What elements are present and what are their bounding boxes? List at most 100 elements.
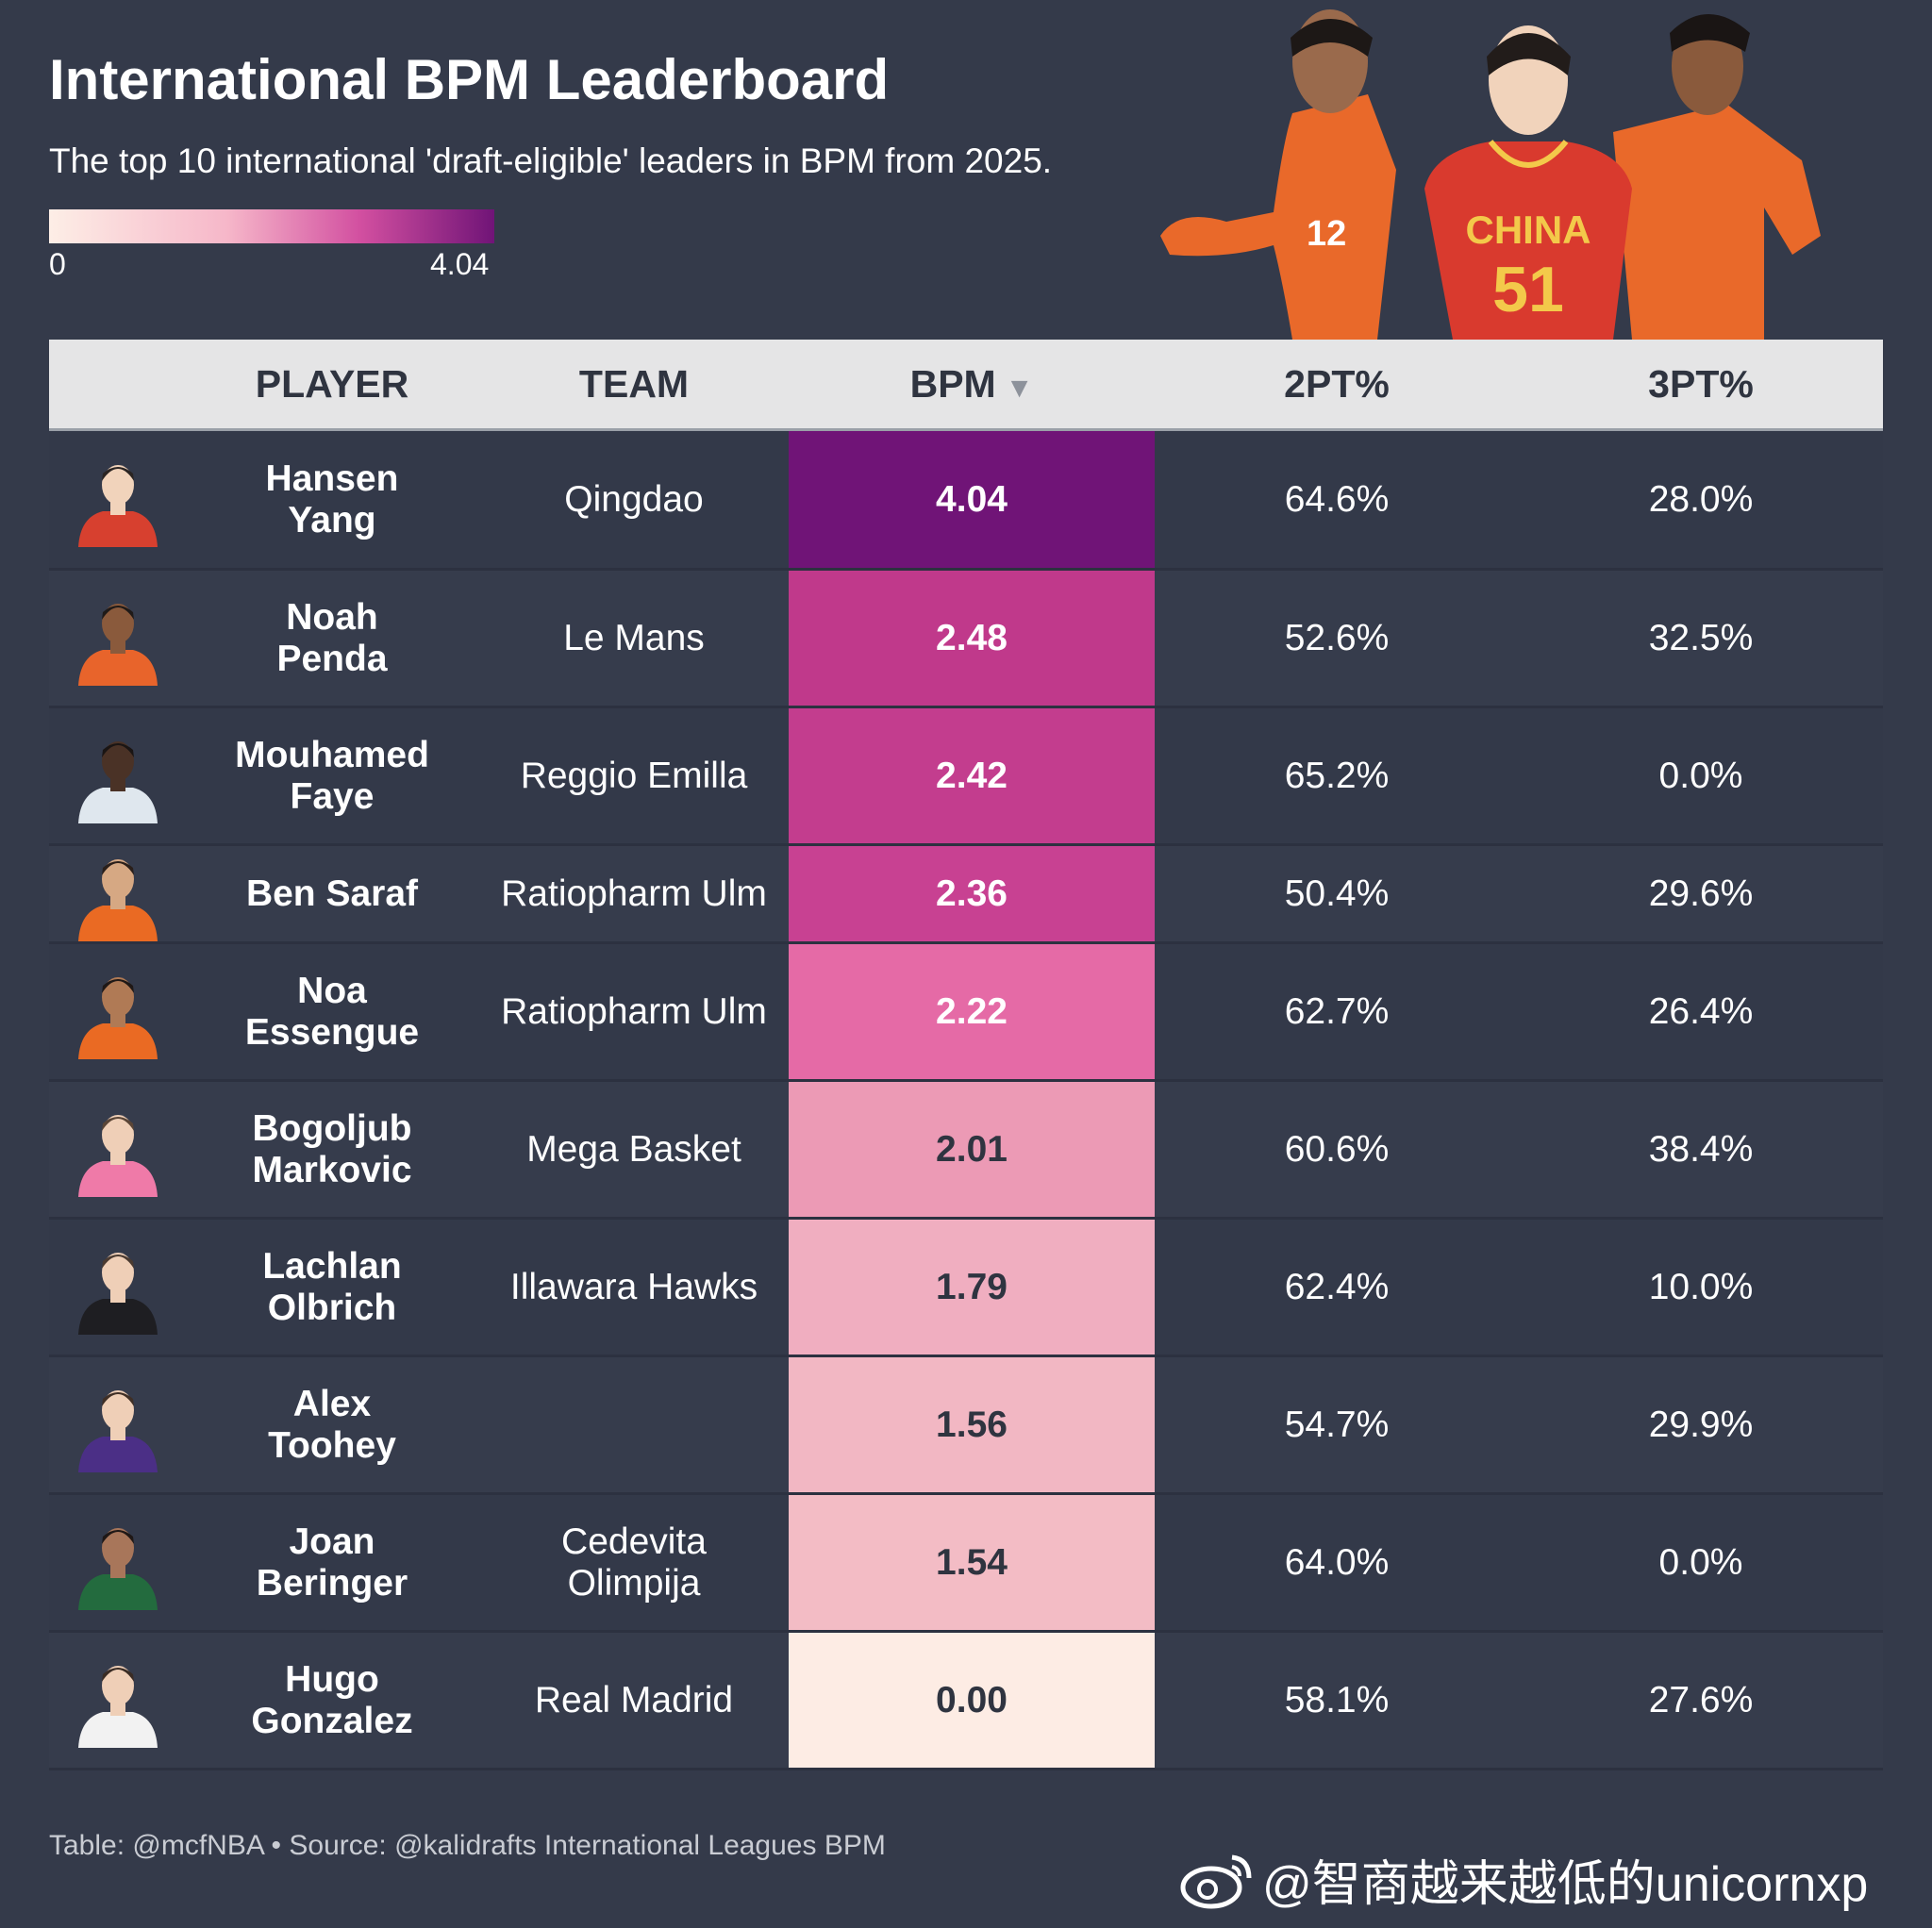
player-photo-right — [1613, 14, 1821, 340]
team-name: Illawara Hawks — [478, 1220, 790, 1355]
legend-max-label: 4.04 — [430, 247, 490, 281]
team-name-line: Illawara Hawks — [509, 1266, 758, 1307]
three-point-pct: 29.9% — [1648, 1404, 1754, 1445]
team-name-line: Cedevita — [561, 1521, 707, 1562]
two-point-pct: 58.1% — [1284, 1679, 1390, 1720]
bpm-value: 1.54 — [789, 1495, 1155, 1630]
player-name-line: Yang — [288, 499, 376, 540]
team-name — [478, 1357, 790, 1492]
team-name: Cedevita Olimpija — [478, 1495, 790, 1630]
team-name: Reggio Emilla — [478, 708, 790, 843]
page-title: International BPM Leaderboard — [49, 48, 890, 111]
three-point-pct: 32.5% — [1648, 617, 1754, 658]
player-photo-center: CHINA 51 — [1424, 25, 1632, 340]
player-avatar-cell — [49, 1220, 186, 1355]
column-header-2pt[interactable]: 2PT% — [1284, 362, 1390, 406]
legend-min-label: 0 — [49, 247, 66, 281]
team-name-line: Ratiopharm Ulm — [501, 873, 767, 914]
table-row[interactable]: Alex Toohey 1.56 54.7% 29.9% — [49, 1357, 1883, 1495]
bpm-value: 4.04 — [789, 431, 1155, 568]
watermark: @智商越来越低的unicornxp — [1179, 1844, 1868, 1915]
player-name-line: Markovic — [252, 1149, 412, 1190]
player-avatar — [77, 858, 158, 941]
column-header-player[interactable]: PLAYER — [255, 362, 409, 406]
player-avatar-cell — [49, 571, 186, 706]
player-name-line: Olbrich — [267, 1287, 397, 1328]
team-name-line: Mega Basket — [526, 1128, 741, 1170]
player-avatar-cell — [49, 1357, 186, 1492]
team-name-line: Qingdao — [564, 478, 704, 520]
watermark-text: @智商越来越低的unicornxp — [1262, 1857, 1869, 1912]
column-header-team[interactable]: TEAM — [578, 362, 690, 406]
player-avatar-cell — [49, 708, 186, 843]
table-row[interactable]: Bogoljub Markovic Mega Basket 2.01 60.6% 38.4… — [49, 1082, 1883, 1220]
two-point-pct: 65.2% — [1284, 755, 1390, 796]
player-avatar — [77, 464, 158, 547]
bpm-value: 2.22 — [789, 944, 1155, 1079]
two-point-pct: 50.4% — [1284, 873, 1390, 914]
table-row[interactable]: Hansen Yang Qingdao 4.04 64.6% 28.0% — [49, 431, 1883, 571]
three-point-pct: 27.6% — [1648, 1679, 1754, 1720]
team-name: Qingdao — [478, 431, 790, 568]
team-name: Le Mans — [478, 571, 790, 706]
two-point-pct: 64.6% — [1284, 478, 1390, 520]
column-header-3pt[interactable]: 3PT% — [1648, 362, 1754, 406]
player-name-line: Joan — [289, 1521, 375, 1562]
bpm-value: 2.36 — [789, 846, 1155, 941]
bpm-value: 1.79 — [789, 1220, 1155, 1355]
player-avatar — [77, 1114, 158, 1197]
player-name: Ben Saraf — [186, 846, 478, 941]
color-scale-legend — [49, 209, 494, 243]
bpm-value: 2.01 — [789, 1082, 1155, 1217]
player-avatar-cell — [49, 1495, 186, 1630]
player-name: Joan Beringer — [186, 1495, 478, 1630]
page-subtitle: The top 10 international 'draft-eligible… — [49, 141, 1053, 180]
source-credit: Table: @mcfNBA • Source: @kalidrafts Int… — [49, 1830, 886, 1861]
player-name-line: Hansen — [265, 457, 399, 499]
three-point-pct: 0.0% — [1658, 755, 1743, 796]
svg-text:CHINA: CHINA — [1466, 208, 1591, 252]
player-name: Hugo Gonzalez — [186, 1633, 478, 1768]
player-photo-left: 12 — [1160, 9, 1396, 340]
player-name-line: Noah — [286, 596, 378, 638]
player-avatar-cell — [49, 944, 186, 1079]
team-name-line: Olimpija — [567, 1562, 701, 1604]
player-avatar — [77, 1252, 158, 1335]
sort-descending-icon: ▼ — [1005, 373, 1034, 404]
two-point-pct: 60.6% — [1284, 1128, 1390, 1170]
three-point-pct: 0.0% — [1658, 1541, 1743, 1583]
team-name: Real Madrid — [478, 1633, 790, 1768]
table-row[interactable]: Mouhamed Faye Reggio Emilla 2.42 65.2% 0.0% — [49, 708, 1883, 846]
player-name-line: Bogoljub — [252, 1107, 412, 1149]
table-row[interactable]: Noah Penda Le Mans 2.48 52.6% 32.5% — [49, 571, 1883, 708]
team-name-line: Le Mans — [563, 617, 705, 658]
table-row[interactable]: Ben Saraf Ratiopharm Ulm 2.36 50.4% 29.6% — [49, 846, 1883, 944]
player-name-line: Toohey — [268, 1424, 396, 1466]
two-point-pct: 54.7% — [1284, 1404, 1390, 1445]
team-name: Ratiopharm Ulm — [478, 846, 790, 941]
team-name: Mega Basket — [478, 1082, 790, 1217]
player-name-line: Noa — [297, 970, 367, 1011]
player-avatar — [77, 603, 158, 686]
player-avatar-cell — [49, 1082, 186, 1217]
column-header-bpm[interactable]: BPM ▼ — [789, 340, 1155, 428]
player-name: Noa Essengue — [186, 944, 478, 1079]
table-row[interactable]: Noa Essengue Ratiopharm Ulm 2.22 62.7% 26.4% — [49, 944, 1883, 1082]
table-row[interactable]: Hugo Gonzalez Real Madrid 0.00 58.1% 27.6% — [49, 1633, 1883, 1770]
player-avatar — [77, 1665, 158, 1748]
player-avatar — [77, 1389, 158, 1472]
player-name-line: Mouhamed — [235, 734, 429, 775]
player-name: Mouhamed Faye — [186, 708, 478, 843]
player-name: Noah Penda — [186, 571, 478, 706]
bpm-value: 1.56 — [789, 1357, 1155, 1492]
table-row[interactable]: Joan Beringer Cedevita Olimpija 1.54 64.0% 0.0… — [49, 1495, 1883, 1633]
two-point-pct: 62.7% — [1284, 990, 1390, 1032]
three-point-pct: 38.4% — [1648, 1128, 1754, 1170]
weibo-icon — [1180, 1854, 1252, 1908]
leaderboard-table: PLAYER TEAM BPM ▼ 2PT% 3PT% Hansen Yang Qin… — [49, 340, 1883, 1770]
two-point-pct: 52.6% — [1284, 617, 1390, 658]
team-name-line: Real Madrid — [534, 1679, 734, 1720]
table-row[interactable]: Lachlan Olbrich Illawara Hawks 1.79 62.4% 10.… — [49, 1220, 1883, 1357]
player-name-line: Alex — [292, 1383, 372, 1424]
player-name-line: Beringer — [256, 1562, 408, 1604]
